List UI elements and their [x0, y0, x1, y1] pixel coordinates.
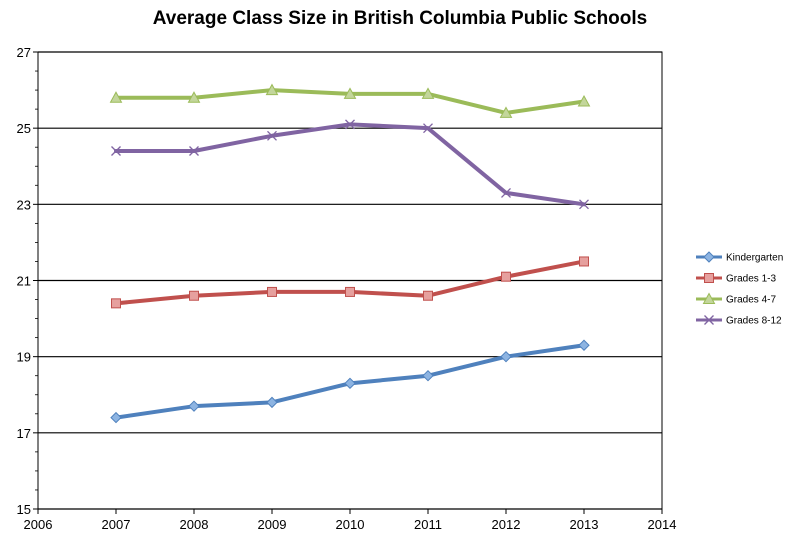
x-tick-label-2007: 2007: [102, 517, 131, 532]
data-point-grades-8-12-2013: [579, 199, 589, 210]
y-tick-label-15: 15: [17, 502, 31, 517]
y-tick-label-21: 21: [17, 274, 31, 289]
data-point-grades-1-3-2007: [111, 298, 121, 309]
legend-label-grades-8-12: Grades 8-12: [726, 316, 782, 327]
series-line-grades-1-3: [114, 259, 586, 306]
data-point-grades-1-3-2010: [345, 286, 355, 297]
legend: Kindergarten Grades 1-3 Grades 4-7 Grades 8…: [696, 251, 783, 327]
axes: 15 17 19 21 23 25 27 2006 2007 2008 2009 2010 2011 20…: [17, 45, 677, 532]
data-point-kindergarten-2007: [110, 411, 122, 424]
x-marker-stroke: [423, 123, 433, 134]
legend-marker-grades-1-3: [704, 273, 714, 283]
y-tick-label-17: 17: [17, 426, 31, 441]
data-point-kindergarten-2010: [344, 377, 356, 390]
legend-marker-kindergarten: [703, 251, 715, 263]
data-point-kindergarten-2008: [188, 400, 200, 412]
data-point-grades-1-3-2008: [189, 290, 199, 301]
data-point-kindergarten-2013: [578, 339, 590, 351]
legend-label-grades-1-3: Grades 1-3: [726, 274, 776, 285]
x-marker-stroke: [345, 119, 355, 130]
y-tick-label-19: 19: [17, 350, 31, 365]
data-point-grades-4-7-2010: [343, 87, 357, 99]
x-marker-stroke: [704, 315, 714, 325]
x-tick-label-2012: 2012: [492, 517, 521, 532]
data-point-grades-8-12-2008: [189, 146, 199, 156]
data-point-grades-8-12-2009: [267, 130, 277, 141]
data-point-grades-4-7-2009: [265, 83, 279, 96]
x-tick-label-2008: 2008: [180, 517, 209, 532]
data-point-grades-1-3-2011: [423, 290, 433, 301]
x-marker-stroke: [501, 187, 511, 198]
x-tick-label-2009: 2009: [258, 517, 287, 532]
data-point-grades-4-7-2012: [499, 106, 513, 118]
data-point-kindergarten-2009: [266, 396, 278, 409]
legend-label-grades-4-7: Grades 4-7: [726, 295, 776, 306]
data-point-grades-1-3-2012: [501, 271, 511, 282]
data-point-grades-1-3-2013: [579, 256, 589, 267]
y-tick-label-25: 25: [17, 121, 31, 136]
chart-title: Average Class Size in British Columbia P…: [152, 8, 648, 29]
series-line-grades-8-12: [114, 122, 586, 207]
x-marker-stroke: [189, 146, 199, 156]
x-marker-stroke: [111, 146, 121, 156]
x-tick-label-2006: 2006: [24, 517, 53, 532]
x-tick-label-2013: 2013: [570, 517, 599, 532]
legend-marker-grades-4-7: [702, 292, 716, 304]
gridlines: [38, 51, 662, 510]
data-point-kindergarten-2012: [500, 350, 512, 363]
data-point-grades-8-12-2011: [423, 123, 433, 134]
x-tick-label-2010: 2010: [336, 517, 365, 532]
x-marker-stroke: [579, 199, 589, 210]
data-point-grades-4-7-2013: [577, 94, 591, 107]
y-tick-label-23: 23: [17, 197, 31, 212]
data-point-grades-4-7-2007: [109, 91, 123, 103]
x-tick-label-2011: 2011: [414, 517, 442, 532]
data-point-grades-4-7-2008: [187, 91, 201, 103]
data-point-grades-8-12-2012: [501, 187, 511, 198]
legend-marker-grades-8-12: [704, 315, 714, 325]
x-tick-label-2014: 2014: [648, 517, 677, 532]
data-point-grades-8-12-2010: [345, 119, 355, 130]
legend-label-kindergarten: Kindergarten: [726, 253, 783, 264]
x-marker-stroke: [267, 130, 277, 141]
data-point-kindergarten-2011: [422, 370, 434, 382]
data-point-grades-4-7-2011: [421, 87, 435, 99]
data-point-grades-1-3-2009: [267, 286, 277, 297]
y-tick-label-27: 27: [17, 45, 31, 60]
series-lines: [109, 83, 591, 424]
data-point-grades-8-12-2007: [111, 146, 121, 156]
